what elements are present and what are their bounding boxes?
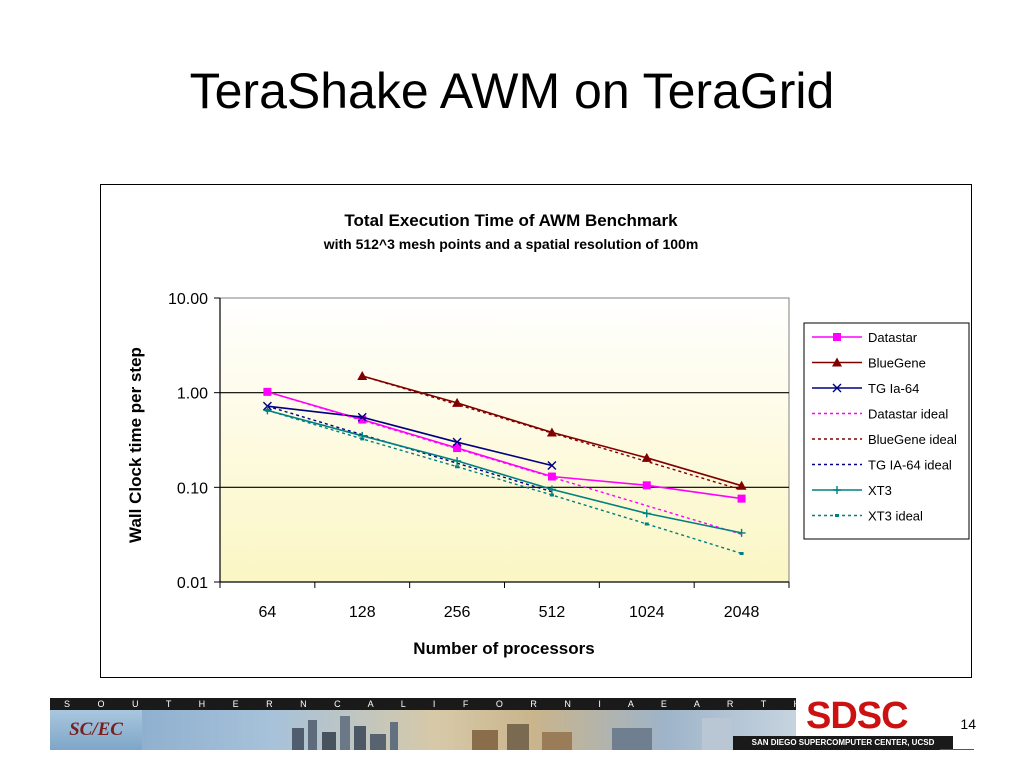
- series-line-7: [267, 409, 742, 555]
- data-point: [455, 465, 460, 469]
- page-number: 14: [960, 716, 976, 732]
- x-tick-label: 1024: [629, 604, 665, 621]
- x-axis-label: Number of processors: [413, 639, 594, 658]
- plot-area: [219, 297, 790, 583]
- y-axis-label: Wall Clock time per step: [126, 347, 145, 543]
- data-point: [360, 437, 365, 441]
- legend-marker: [832, 383, 842, 393]
- data-point: [737, 494, 746, 503]
- legend-label: XT3: [868, 483, 892, 498]
- legend-label: BlueGene ideal: [868, 432, 957, 447]
- legend-label: BlueGene: [868, 356, 926, 371]
- slide-title: TeraShake AWM on TeraGrid: [189, 63, 835, 119]
- data-point: [739, 552, 744, 556]
- chart-title: Total Execution Time of AWM Benchmark: [344, 211, 678, 230]
- data-point: [547, 485, 556, 494]
- legend-label: TG Ia-64: [868, 381, 919, 396]
- data-point: [547, 461, 557, 471]
- y-tick-label: 10.00: [168, 291, 208, 308]
- series-line-2: [267, 405, 553, 467]
- data-point: [358, 415, 367, 424]
- x-tick-label: 128: [349, 604, 376, 621]
- chart-frame: Total Execution Time of AWM Benchmark wit…: [100, 184, 972, 678]
- photo-collage: [142, 710, 796, 750]
- city-skyline-image: [292, 716, 732, 750]
- data-point: [644, 522, 649, 526]
- data-point: [357, 370, 368, 380]
- footer-rule: [940, 749, 974, 750]
- series-line-3: [267, 391, 742, 535]
- x-tick-label: 512: [539, 604, 566, 621]
- data-point: [452, 437, 462, 447]
- data-point: [452, 397, 463, 407]
- data-point: [265, 408, 270, 412]
- footer-banner: S O U T H E R N C A L I F O R N I A E A …: [50, 698, 796, 750]
- data-point: [642, 509, 651, 518]
- scec-strip-text: S O U T H E R N C A L I F O R N I A E A …: [50, 698, 796, 710]
- data-point: [736, 480, 747, 490]
- x-tick-label: 64: [259, 604, 277, 621]
- series-line-5: [267, 405, 553, 493]
- sdsc-caption: SAN DIEGO SUPERCOMPUTER CENTER, UCSD: [733, 736, 953, 750]
- legend-marker: [832, 357, 842, 367]
- data-point: [737, 528, 746, 537]
- scec-logo: SC/EC: [50, 710, 142, 750]
- series-line-4: [362, 375, 742, 491]
- y-tick-label: 1.00: [177, 386, 208, 403]
- data-point: [641, 452, 652, 462]
- x-tick-label: 256: [444, 604, 471, 621]
- legend-marker: [833, 333, 841, 341]
- sdsc-logo: SDSC: [806, 695, 909, 737]
- chart-subtitle: with 512^3 mesh points and a spatial res…: [323, 236, 699, 252]
- legend-box: [803, 322, 970, 540]
- x-tick-label: 2048: [724, 604, 760, 621]
- y-tick-label: 0.01: [177, 575, 208, 592]
- legend-label: XT3 ideal: [868, 509, 923, 524]
- data-point: [453, 444, 462, 453]
- legend-label: TG IA-64 ideal: [868, 458, 952, 473]
- data-point: [549, 493, 554, 497]
- legend-marker: [833, 486, 841, 494]
- data-point: [453, 456, 462, 465]
- legend-marker: [835, 514, 839, 517]
- y-tick-label: 0.10: [177, 480, 208, 497]
- data-point: [642, 481, 651, 490]
- legend-label: Datastar ideal: [868, 407, 948, 422]
- series-line-6: [267, 409, 742, 534]
- legend-label: Datastar: [868, 330, 918, 345]
- chart: Total Execution Time of AWM Benchmark wit…: [126, 211, 970, 658]
